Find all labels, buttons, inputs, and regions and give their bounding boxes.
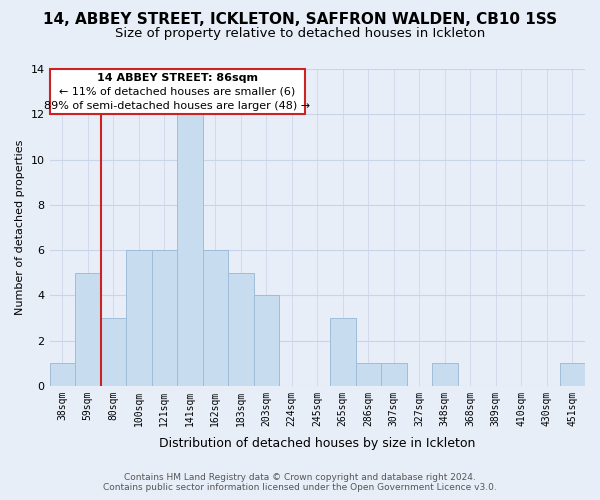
Bar — [381, 363, 407, 386]
Bar — [560, 363, 585, 386]
Text: Contains HM Land Registry data © Crown copyright and database right 2024.: Contains HM Land Registry data © Crown c… — [124, 474, 476, 482]
Bar — [152, 250, 177, 386]
Text: ← 11% of detached houses are smaller (6): ← 11% of detached houses are smaller (6) — [59, 86, 295, 97]
Bar — [254, 296, 279, 386]
Y-axis label: Number of detached properties: Number of detached properties — [15, 140, 25, 315]
Bar — [101, 318, 126, 386]
Text: Contains public sector information licensed under the Open Government Licence v3: Contains public sector information licen… — [103, 484, 497, 492]
Bar — [203, 250, 228, 386]
Text: 14, ABBEY STREET, ICKLETON, SAFFRON WALDEN, CB10 1SS: 14, ABBEY STREET, ICKLETON, SAFFRON WALD… — [43, 12, 557, 28]
Bar — [75, 272, 101, 386]
Text: 14 ABBEY STREET: 86sqm: 14 ABBEY STREET: 86sqm — [97, 73, 257, 83]
Bar — [330, 318, 356, 386]
Text: 89% of semi-detached houses are larger (48) →: 89% of semi-detached houses are larger (… — [44, 101, 310, 111]
Bar — [177, 114, 203, 386]
Bar — [228, 272, 254, 386]
Bar — [50, 363, 75, 386]
Text: Size of property relative to detached houses in Ickleton: Size of property relative to detached ho… — [115, 28, 485, 40]
Bar — [432, 363, 458, 386]
Bar — [126, 250, 152, 386]
Bar — [356, 363, 381, 386]
X-axis label: Distribution of detached houses by size in Ickleton: Distribution of detached houses by size … — [159, 437, 475, 450]
